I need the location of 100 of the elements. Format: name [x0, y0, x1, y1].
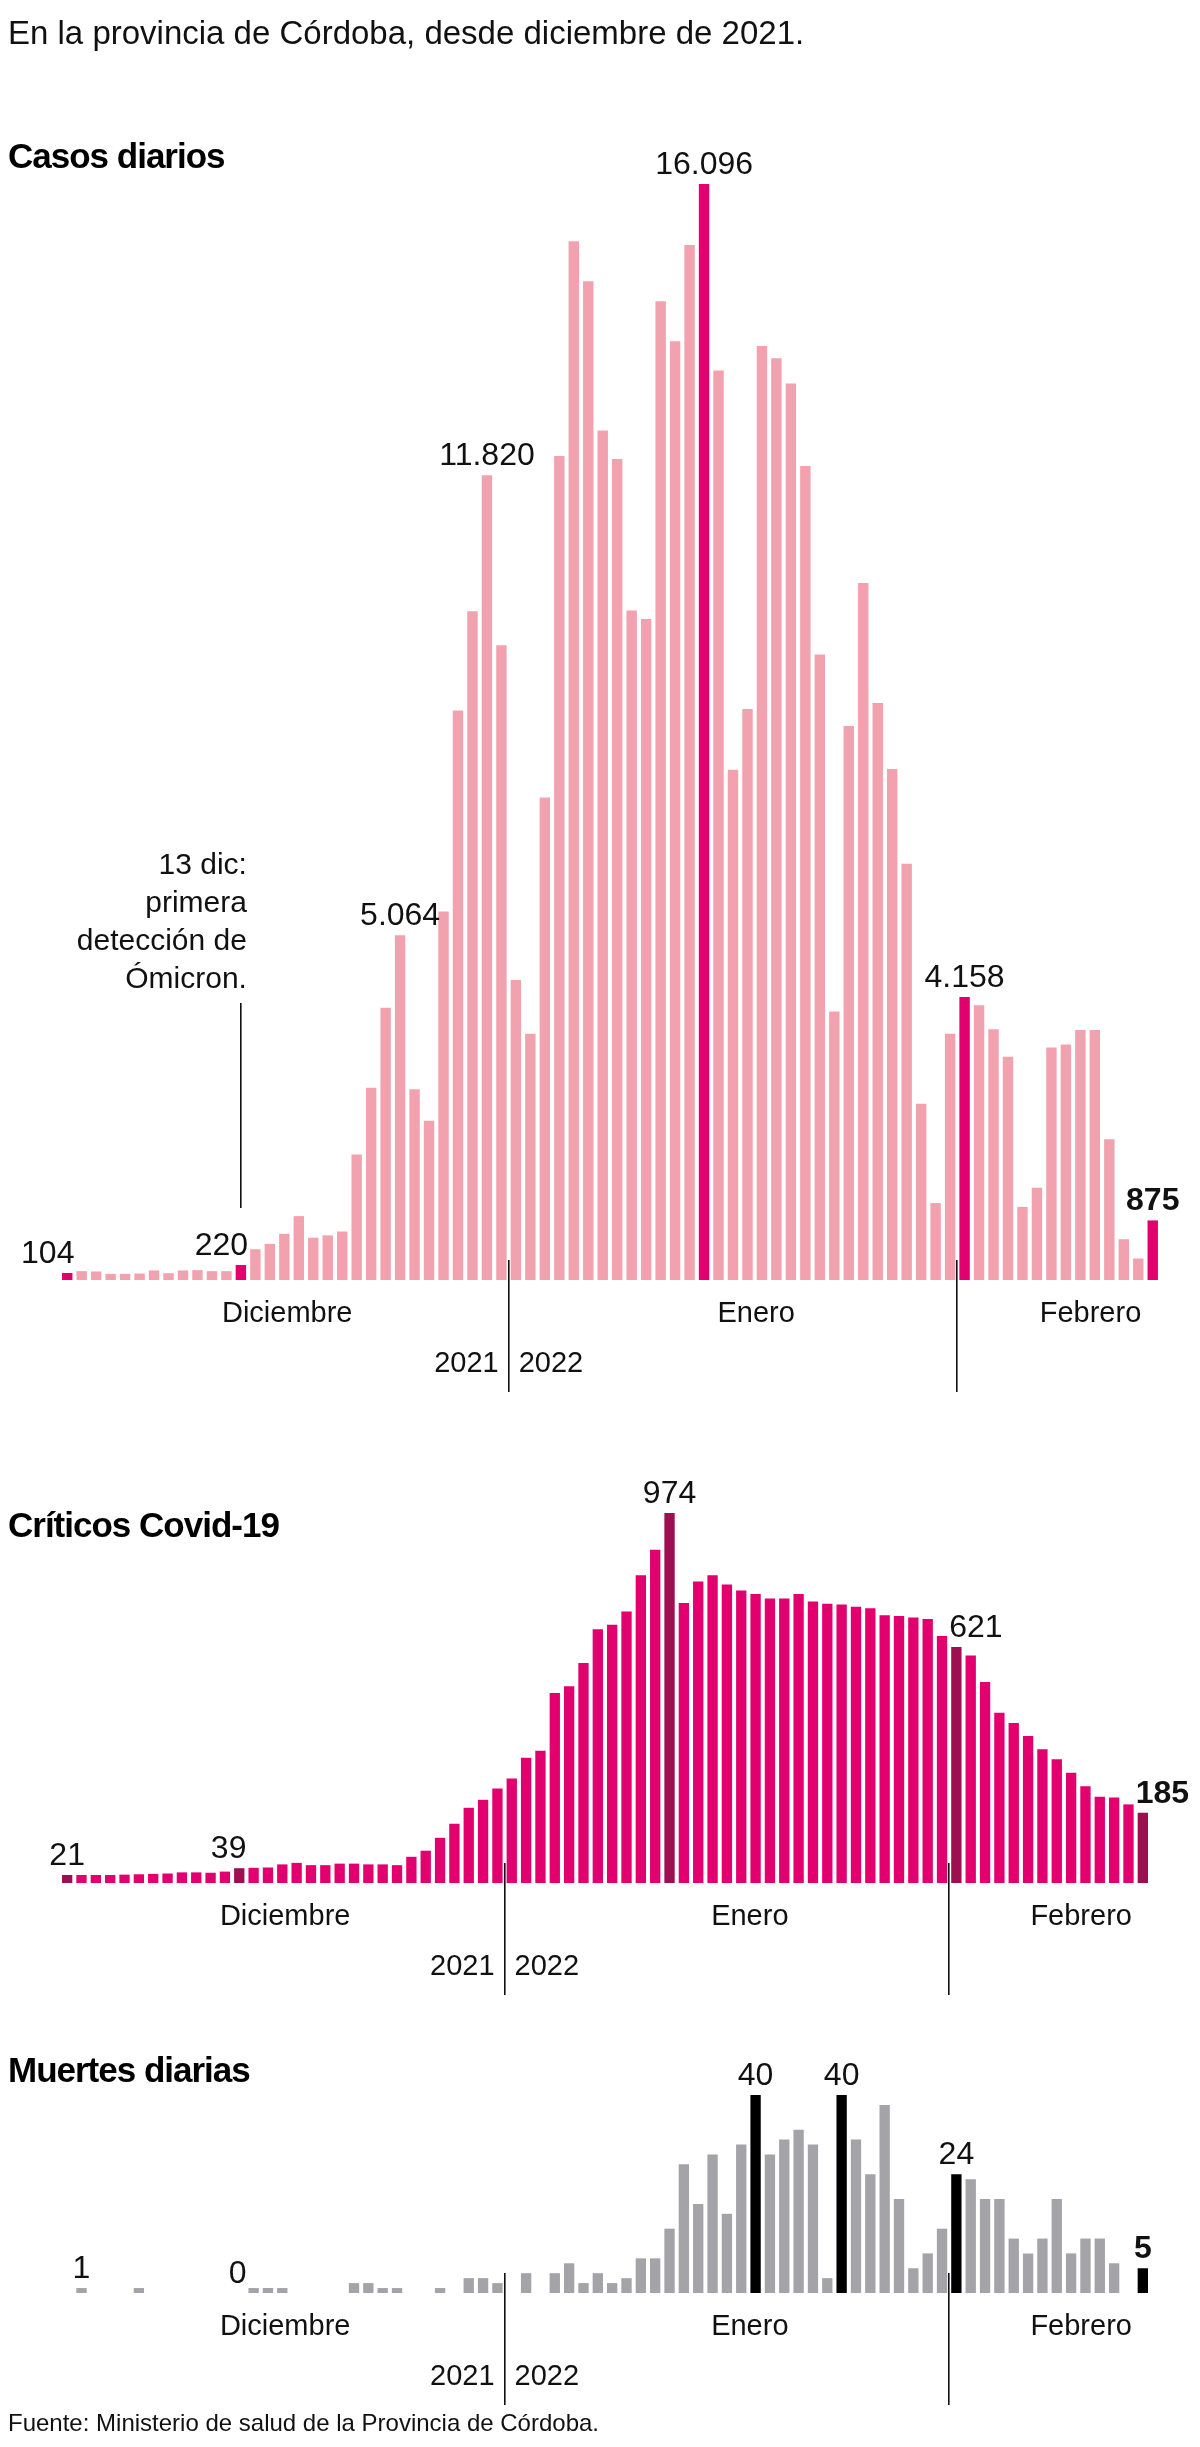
bar [1089, 1029, 1101, 1280]
bar [391, 2288, 403, 2293]
data-label: 40 [737, 2056, 774, 2092]
bar [1008, 1723, 1019, 1883]
bar [922, 2253, 933, 2293]
bar [119, 1874, 130, 1883]
bar [1046, 1047, 1057, 1280]
bar [62, 1272, 73, 1280]
bar [337, 1231, 348, 1280]
data-label: 16.096 [655, 145, 754, 181]
bar [793, 2129, 804, 2293]
source-note: Fuente: Ministerio de salud de la Provincia de Córdoba. [8, 2409, 599, 2437]
bar [1104, 1139, 1115, 1280]
bar [279, 1233, 290, 1280]
bar [1002, 1056, 1014, 1280]
data-label: 0 [228, 2254, 247, 2290]
bar [930, 1203, 941, 1280]
bar [1022, 1735, 1034, 1883]
bar [578, 2283, 589, 2293]
bar [779, 1598, 790, 1883]
bar [1008, 2238, 1019, 2293]
bar [563, 1686, 575, 1883]
bar [363, 2283, 374, 2293]
bar [944, 1033, 956, 1280]
bar [234, 1868, 245, 1883]
bar [191, 1872, 202, 1883]
bar [655, 301, 666, 1280]
bar [535, 1750, 546, 1883]
text: Febrero [1039, 1296, 1142, 1329]
data-label: 5 [1133, 2229, 1152, 2266]
data-label: 974 [642, 1474, 697, 1510]
bar [713, 370, 724, 1280]
bar [76, 1875, 87, 1883]
bar [843, 726, 854, 1280]
bar [406, 1856, 417, 1883]
bar [105, 1875, 116, 1883]
bar [994, 1712, 1005, 1883]
bar [1051, 2198, 1062, 2293]
bar [1094, 2238, 1105, 2293]
bar [850, 2139, 862, 2293]
bar [1108, 1797, 1120, 1883]
bar [1037, 2238, 1048, 2293]
text: 2021 [434, 1346, 499, 1379]
data-label: 5.064 [360, 896, 441, 933]
data-label: 4.158 [924, 957, 1005, 994]
bar [664, 1513, 675, 1883]
bar [1080, 1786, 1091, 1883]
bar [951, 2174, 962, 2293]
bar [650, 1549, 661, 1883]
bar [250, 1249, 261, 1280]
bar [621, 1611, 632, 1883]
text: Diciembre [219, 2309, 351, 2342]
data-label: 185 [1135, 1773, 1190, 1810]
bar [583, 281, 594, 1280]
bar [394, 935, 406, 1280]
bar [1094, 1796, 1105, 1883]
bar [807, 1601, 819, 1883]
bar [621, 2278, 632, 2293]
bar [750, 2095, 761, 2293]
bar [850, 1606, 862, 1883]
bar [951, 1647, 962, 1883]
text: Enero [711, 2309, 789, 2342]
bar [365, 1087, 377, 1280]
bar [262, 2288, 274, 2293]
bar [134, 1273, 145, 1280]
bar [742, 709, 753, 1280]
bar [481, 475, 493, 1280]
bar [205, 1872, 216, 1883]
bar [908, 1617, 919, 1883]
bar [607, 1624, 618, 1883]
bar [248, 1867, 259, 1883]
bar [380, 1007, 391, 1280]
text: 2022 [518, 1346, 584, 1379]
bar [893, 1615, 905, 1883]
bar [973, 1005, 985, 1280]
bar [979, 1682, 991, 1883]
bar [351, 1154, 362, 1280]
bar [807, 2144, 819, 2293]
bar [650, 2258, 661, 2293]
bar [348, 2283, 360, 2293]
bar [872, 702, 883, 1280]
bar [539, 797, 551, 1280]
bar [1080, 2238, 1091, 2293]
bar [858, 582, 869, 1280]
bar [62, 1875, 73, 1883]
bar [901, 863, 912, 1280]
bar [148, 1270, 160, 1280]
bar [707, 1575, 718, 1883]
bar [90, 1271, 102, 1280]
bar [836, 2095, 847, 2293]
bar [477, 1799, 489, 1883]
bar [640, 619, 652, 1280]
bar [887, 769, 898, 1280]
bar [1051, 1759, 1062, 1883]
text: Febrero [1030, 1899, 1132, 1932]
bar [1060, 1044, 1072, 1280]
bar [626, 610, 637, 1280]
bar [423, 1120, 435, 1280]
bar [693, 2203, 704, 2293]
bar [492, 2283, 503, 2293]
